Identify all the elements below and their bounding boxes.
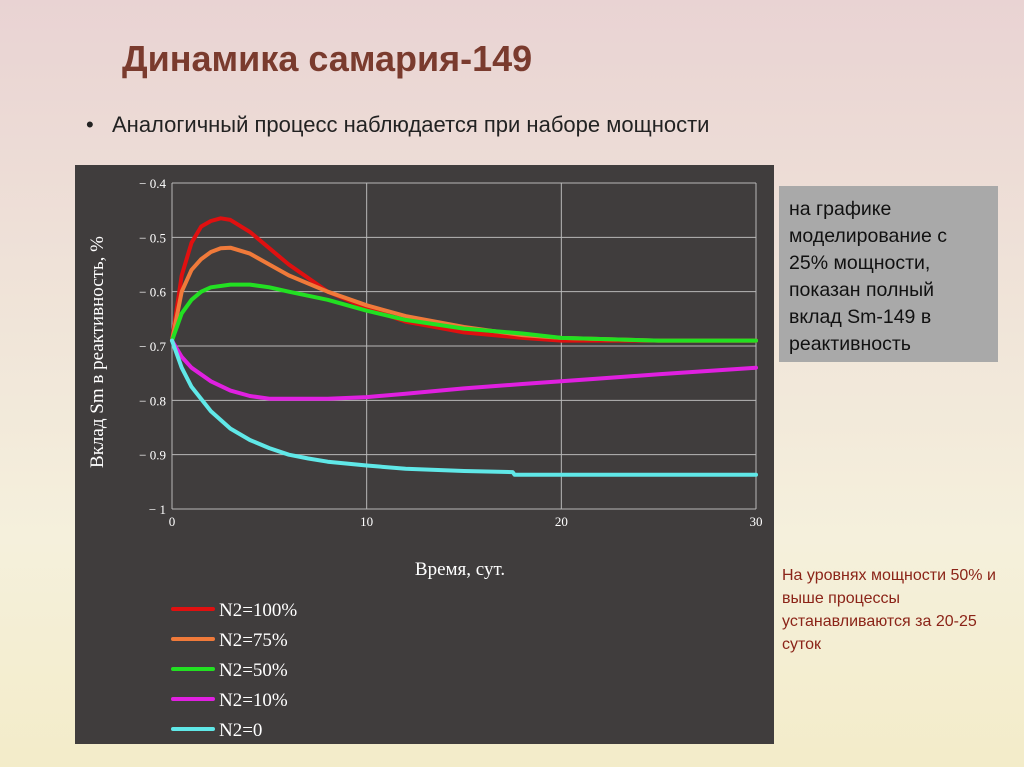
series-line-4 bbox=[170, 338, 758, 401]
legend-label: N2=10% bbox=[219, 690, 288, 711]
chart-series-group bbox=[170, 216, 758, 477]
y-tick-label: − 0.7 bbox=[139, 339, 166, 354]
chart-grid bbox=[171, 182, 757, 510]
bullet-icon: • bbox=[86, 112, 94, 137]
y-axis-label: Вклад Sm в реактивность, % bbox=[87, 236, 108, 468]
chart-ticks: − 0.4 − 0.5 − 0.6 − 0.7 − 0.8 − 0.9 − 10 10 20 30 bbox=[139, 176, 762, 529]
x-tick-label: 20 bbox=[555, 514, 568, 529]
slide-title: Динамика самария-149 bbox=[122, 38, 533, 79]
chart-legend: N2=100% N2=75% N2=50% N2=10% N2=0 bbox=[171, 600, 297, 741]
series-line-3 bbox=[170, 282, 758, 343]
y-tick-label: − 1 bbox=[149, 502, 166, 517]
x-tick-label: 10 bbox=[360, 514, 373, 529]
y-tick-label: − 0.9 bbox=[139, 448, 166, 463]
bullet-item: • Аналогичный процесс наблюдается при на… bbox=[86, 112, 709, 138]
y-tick-label: − 0.5 bbox=[139, 230, 166, 245]
y-tick-label: − 0.6 bbox=[139, 285, 166, 300]
bullet-text: Аналогичный процесс наблюдается при набо… bbox=[112, 112, 710, 137]
note-text: На уровнях мощности 50% и выше процессы … bbox=[782, 567, 996, 653]
series-line-1 bbox=[170, 216, 758, 343]
chart-panel: − 0.4 − 0.5 − 0.6 − 0.7 − 0.8 − 0.9 − 1 0 10 20 30… bbox=[75, 165, 774, 744]
legend-label: N2=75% bbox=[219, 630, 288, 651]
chart: − 0.4 − 0.5 − 0.6 − 0.7 − 0.8 − 0.9 − 10 10 20 30… bbox=[87, 176, 763, 741]
series-line-5 bbox=[170, 338, 758, 477]
y-tick-label: − 0.8 bbox=[139, 393, 166, 408]
x-tick-label: 0 bbox=[169, 514, 176, 529]
x-tick-label: 30 bbox=[750, 514, 763, 529]
legend-label: N2=0 bbox=[219, 720, 262, 741]
note-box: на графике моделирование с 25% мощности,… bbox=[779, 186, 998, 362]
legend-label: N2=50% bbox=[219, 660, 288, 681]
x-axis-label: Время, сут. bbox=[415, 559, 505, 580]
y-tick-label: − 0.4 bbox=[139, 176, 166, 191]
legend-label: N2=100% bbox=[219, 600, 297, 621]
